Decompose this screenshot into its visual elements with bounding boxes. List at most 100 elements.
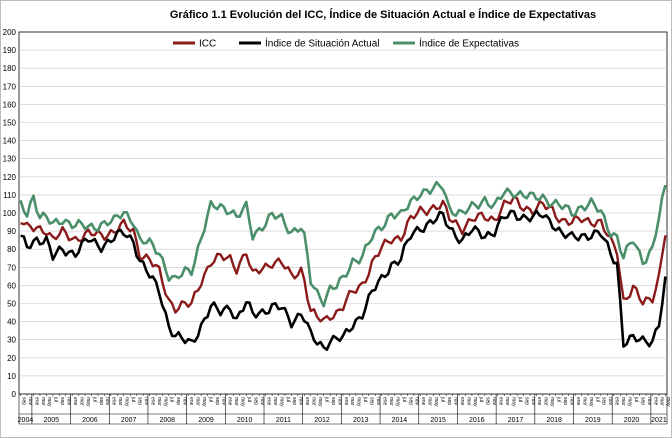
x-tick-label-24060: ene [33, 397, 39, 406]
y-tick-label-90: 90 [7, 227, 16, 236]
y-tick-label-10: 10 [7, 372, 16, 381]
legend-label-2: Índice de Expectativas [419, 37, 519, 50]
x-tick-label-24104: sep [175, 397, 181, 405]
x-tick-label-24230: mar [581, 397, 587, 406]
x-tick-label-24102: jul [169, 396, 175, 402]
x-tick-label-24160: may [356, 397, 362, 407]
x-tick-label-24196: may [472, 397, 478, 407]
x-tick-label-24136: may [278, 397, 284, 407]
x-tick-label-24120: ene [227, 397, 233, 406]
x-tick-label-24058: nov [27, 397, 33, 406]
year-label-2015: 2015 [430, 417, 446, 424]
x-tick-label-24152: sep [330, 397, 336, 405]
x-tick-label-24070: nov [66, 397, 72, 406]
y-tick-label-180: 180 [3, 64, 17, 73]
y-tick-label-20: 20 [7, 354, 16, 363]
x-tick-label-24072: ene [72, 397, 78, 406]
x-tick-label-24248: sep [639, 397, 645, 405]
x-tick-label-24238: nov [607, 397, 613, 406]
x-tick-label-24124: may [240, 397, 246, 407]
year-label-2013: 2013 [353, 417, 369, 424]
x-tick-label-24198: jul [478, 396, 484, 402]
x-tick-label-24242: mar [620, 397, 626, 406]
series-line-0 [20, 195, 667, 323]
x-tick-label-24222: jul [556, 396, 562, 402]
year-label-2021: 2021 [651, 417, 667, 424]
x-tick-label-24098: mar [156, 397, 162, 406]
x-tick-label-24116: sep [214, 397, 220, 405]
x-tick-label-24170: mar [388, 397, 394, 406]
x-tick-label-24154: nov [336, 397, 342, 406]
x-tick-label-24158: mar [349, 397, 355, 406]
y-axis: 0 10 20 30 40 50 60 70 80 90 100 110 120 130 140 150 160… [3, 28, 17, 399]
legend-label-1: Índice de Situación Actual [265, 37, 380, 50]
y-tick-label-160: 160 [3, 100, 17, 109]
x-tick-label-24240: ene [614, 397, 620, 406]
x-tick-label-24174: jul [401, 396, 407, 402]
x-tick-label-24114: jul [207, 396, 213, 402]
year-label-2010: 2010 [237, 417, 253, 424]
x-tick-label-24090: jul [130, 396, 136, 402]
legend-label-0: ICC [199, 39, 216, 50]
y-tick-label-70: 70 [7, 263, 16, 272]
x-tick-label-24128: sep [253, 397, 259, 405]
grid-lines [18, 31, 668, 395]
x-tick-label-24192: ene [459, 397, 465, 406]
year-label-2011: 2011 [276, 417, 291, 424]
x-tick-label-24162: jul [362, 396, 368, 402]
x-tick-label-24112: may [201, 397, 207, 407]
x-tick-label-24172: may [394, 397, 400, 407]
x-tick-label-24218: mar [543, 397, 549, 406]
x-tick-label-24208: may [510, 397, 516, 407]
y-tick-label-40: 40 [7, 318, 16, 327]
y-tick-label-50: 50 [7, 300, 16, 309]
x-tick-label-24106: nov [182, 397, 188, 406]
x-tick-label-24228: ene [575, 397, 581, 406]
y-tick-label-0: 0 [12, 390, 17, 399]
y-tick-label-140: 140 [3, 137, 17, 146]
x-tick-label-24084: ene [111, 397, 117, 406]
y-tick-label-150: 150 [3, 119, 17, 128]
x-tick-label-24142: nov [298, 397, 304, 406]
x-tick-label-24074: mar [78, 397, 84, 406]
x-tick-label-24256: may [665, 397, 671, 407]
year-label-2012: 2012 [314, 417, 330, 424]
x-tick-label-24118: nov [220, 397, 226, 406]
y-tick-label-120: 120 [3, 173, 17, 182]
year-label-2017: 2017 [508, 417, 524, 424]
x-tick-label-24234: jul [594, 396, 600, 402]
x-tick-label-24092: sep [136, 397, 142, 405]
x-tick-label-24082: nov [104, 397, 110, 406]
x-tick-label-24200: sep [485, 397, 491, 405]
x-tick-label-24220: may [549, 397, 555, 407]
x-tick-label-24180: ene [420, 397, 426, 406]
x-tick-label-24064: may [46, 397, 52, 407]
x-tick-label-24068: sep [59, 397, 65, 405]
x-tick-label-24096: ene [149, 397, 155, 406]
y-tick-label-30: 30 [7, 336, 16, 345]
legend: ICC Índice de Situación Actual Índice de E… [173, 37, 519, 50]
x-tick-label-24140: sep [291, 397, 297, 405]
x-tick-label-24078: jul [91, 396, 97, 402]
x-tick-label-24168: ene [381, 397, 387, 406]
x-tick-label-24190: nov [452, 397, 458, 406]
year-label-2004: 2004 [18, 417, 34, 424]
y-tick-label-100: 100 [3, 209, 17, 218]
x-tick-label-24108: ene [188, 397, 194, 406]
x-tick-label-24156: ene [343, 397, 349, 406]
x-tick-label-24062: mar [40, 397, 46, 406]
x-tick-label-24246: jul [633, 396, 639, 402]
year-label-2006: 2006 [82, 417, 98, 424]
series-line-2 [19, 180, 667, 308]
x-tick-label-24206: mar [504, 397, 510, 406]
x-tick-label-24164: sep [369, 397, 375, 405]
x-tick-label-24148: may [317, 397, 323, 407]
series-lines [19, 180, 667, 351]
y-tick-label-80: 80 [7, 245, 16, 254]
x-tick-label-24166: nov [375, 397, 381, 406]
x-tick-label-24146: mar [311, 397, 317, 406]
x-tick-label-24204: ene [498, 397, 504, 406]
x-tick-label-24094: nov [143, 397, 149, 406]
x-axis: sep nov ene mar may jul sep nov ene mar may jul sep n… [18, 394, 671, 425]
year-label-2019: 2019 [585, 417, 601, 424]
